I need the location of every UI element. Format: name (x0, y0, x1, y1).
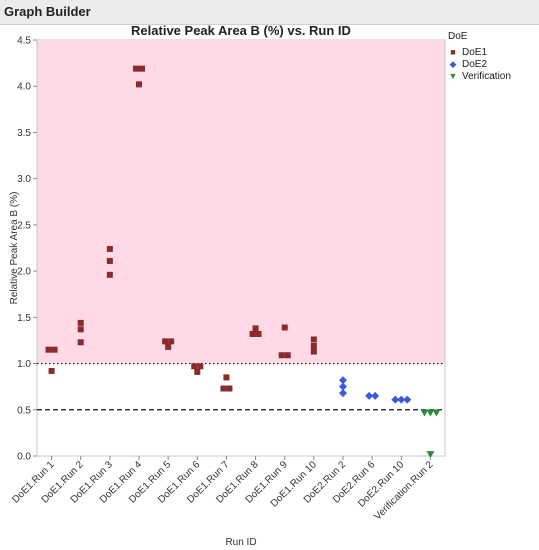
data-point-doe1 (191, 363, 198, 370)
data-point-doe2 (403, 395, 412, 404)
data-point-doe1 (77, 326, 84, 333)
legend-label: DoE1 (462, 46, 488, 58)
data-point-doe2 (339, 389, 347, 398)
y-tick-label: 0.5 (17, 405, 31, 416)
y-tick-label: 1.0 (17, 359, 31, 370)
data-point-doe1 (281, 324, 288, 331)
x-axis-label: Run ID (225, 537, 256, 548)
data-point-doe1 (284, 352, 291, 359)
data-point-doe1 (162, 338, 169, 345)
data-point-verification (426, 451, 435, 459)
data-point-doe1 (51, 346, 58, 353)
data-point-doe1 (106, 257, 113, 264)
data-point-doe1 (255, 330, 262, 337)
data-point-doe1 (168, 338, 175, 345)
data-point-doe1 (310, 342, 317, 349)
chart-title: Relative Peak Area B (%) vs. Run ID (131, 24, 351, 38)
data-point-doe1 (220, 385, 227, 392)
data-point-doe1 (226, 385, 233, 392)
data-point-doe1 (194, 368, 201, 375)
y-tick-label: 2.0 (17, 267, 31, 278)
y-tick-label: 4.5 (17, 36, 31, 47)
data-point-doe1 (278, 352, 285, 359)
data-point-doe2 (391, 395, 400, 404)
legend-item-doe1: ■ DoE1 (448, 46, 536, 58)
legend-items: ■ DoE1 ◆ DoE2 ▼ Verification (448, 46, 536, 82)
data-point-doe2 (365, 391, 374, 400)
legend-marker-icon: ◆ (449, 59, 457, 69)
data-point-doe1 (310, 348, 317, 355)
data-point-doe1 (223, 374, 230, 381)
data-point-doe1 (45, 346, 52, 353)
legend-item-verification: ▼ Verification (448, 70, 536, 82)
legend-marker-icon: ■ (450, 47, 456, 57)
data-point-doe1 (133, 65, 139, 72)
scatter-chart: Relative Peak Area B (%) vs. Run ID 0.0 0.… (9, 24, 446, 548)
data-point-doe2 (397, 395, 406, 404)
data-point-doe1 (106, 271, 113, 278)
legend-title: DoE (448, 31, 468, 42)
window-header: Graph Builder (0, 0, 539, 25)
data-point-doe1 (106, 245, 113, 252)
y-tick-label: 3.0 (17, 174, 31, 185)
data-point-doe1 (136, 81, 142, 88)
data-point-doe1 (139, 65, 145, 72)
shaded-region (37, 40, 445, 364)
data-point-doe2 (339, 376, 347, 385)
y-axis-label: Relative Peak Area B (%) (9, 192, 20, 305)
legend-item-doe2: ◆ DoE2 (448, 58, 536, 70)
data-point-doe2 (339, 382, 347, 391)
y-tick-label: 3.5 (17, 128, 31, 139)
data-point-doe1 (165, 343, 172, 350)
y-tick-label: 2.5 (17, 220, 31, 231)
legend-marker-icon: ▼ (448, 71, 458, 81)
data-point-doe2 (371, 391, 380, 400)
window-title: Graph Builder (4, 4, 91, 19)
data-point-doe1 (77, 339, 84, 346)
data-point-verification (426, 409, 435, 417)
legend-label: Verification (462, 70, 511, 82)
legend-label: DoE2 (462, 58, 488, 70)
data-point-doe1 (197, 363, 204, 370)
data-point-doe1 (77, 319, 84, 326)
legend: DoE ■ DoE1 ◆ DoE2 ▼ Verification (448, 31, 536, 82)
data-point-doe1 (48, 367, 55, 374)
data-point-doe1 (310, 336, 317, 343)
data-point-verification (420, 409, 429, 417)
data-point-doe1 (252, 325, 259, 332)
data-point-verification (432, 409, 441, 417)
data-point-doe1 (249, 330, 256, 337)
y-tick-label: 1.5 (17, 313, 31, 324)
y-tick-label: 0.0 (17, 452, 31, 463)
y-tick-label: 4.0 (17, 82, 31, 93)
